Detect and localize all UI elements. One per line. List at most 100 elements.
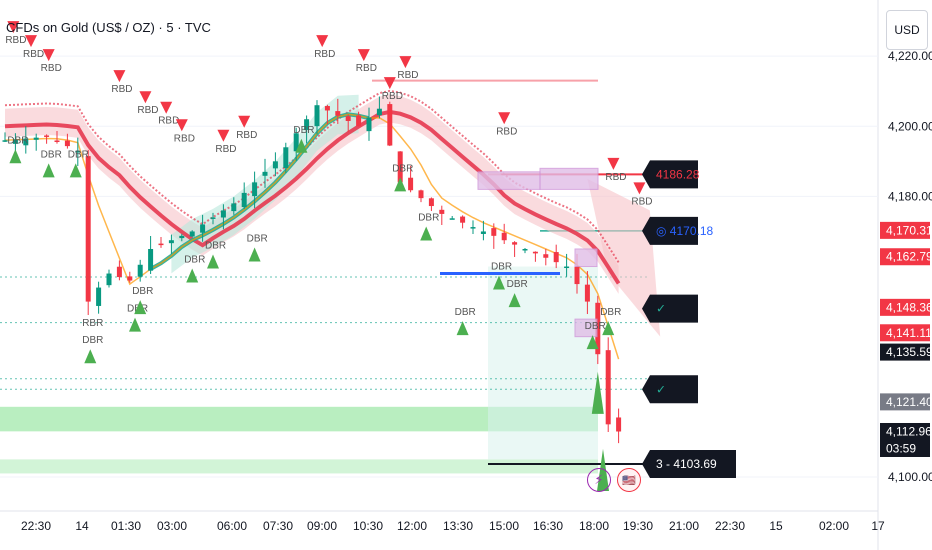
candle [376,96,382,119]
sell-triangle [217,129,230,142]
candle-body [2,140,8,142]
price-tick-label: 4,100.000 [888,470,932,484]
price-tag: 4,170.310 [880,221,932,239]
dbr-label: DBR [184,255,205,266]
candle [480,220,486,241]
buy-triangle [508,293,521,308]
candle-body [106,273,112,286]
candle [272,152,278,177]
rbd-label: RBD [314,49,335,60]
rbd-label: RBD [23,49,44,60]
candle-body [335,111,341,116]
candle [283,142,289,174]
candle [335,98,341,124]
candle-body [408,177,414,191]
candle-body [564,266,570,269]
rbd-label: RBD [215,144,236,155]
rbd-label: RBD [605,172,626,183]
rbd-label: RBD [382,91,403,102]
candle-body [387,104,393,146]
price-tick-label: 4,220.000 [888,49,932,63]
price-callout: ✓ [642,294,698,323]
rbd-label: RBD [397,70,418,81]
candle-body [553,252,559,263]
sell-triangle [238,115,251,128]
price-tick-label: 4,200.000 [888,119,932,133]
time-tick-label: 13:30 [443,519,473,533]
candle [293,127,299,161]
sell-triangle [316,35,329,48]
currency-button[interactable]: USD [886,10,928,50]
candle-body [470,227,476,229]
rbd-label: RBD [496,126,517,137]
dbr-label: DBR [600,307,621,318]
zone-box [477,171,541,190]
callout-box [642,450,736,479]
candle-body [491,228,497,236]
rbd-label: RBD [111,84,132,95]
us-flag-icon[interactable]: 🇺🇸 [617,468,641,492]
dbr-label: DBR [293,125,314,136]
candle-body [501,232,507,241]
buy-triangle [493,275,505,290]
dbr-label: DBR [68,149,89,160]
candle-body [210,217,216,219]
candle-body [252,182,258,197]
sell-triangle [7,21,20,34]
price-callout: 3 - 4103.69 [642,450,736,479]
candle-body [574,266,580,285]
buy-triangle [591,371,604,414]
dbr-label: DBR [455,307,476,318]
candle [501,223,507,244]
candle-body [460,216,466,223]
rbr-label: RBR [82,318,103,329]
sell-triangle [25,35,37,48]
candle [314,100,320,135]
callout-label: ✓ [656,382,666,396]
callout-label: ◎ 4170.18 [656,224,714,238]
price-tag-label: 4,162.79 [886,250,932,264]
rbd-label: RBD [137,105,158,116]
price-axis: 4,220.000 4,200.000 4,180.000 4,100.000 4,17… [880,49,932,484]
time-tick-label: 21:00 [669,519,699,533]
time-tick-label: 15 [769,519,783,533]
candle [168,234,174,254]
candle [304,115,310,144]
candle-body [148,248,154,271]
candle [595,295,601,365]
rbd-label: RBD [174,133,195,144]
buy-triangle [456,321,469,336]
candle-body [356,115,362,127]
candle [200,214,206,242]
candle-body [616,417,622,432]
candle-body [85,156,91,302]
buy-triangle [69,163,82,178]
candle [512,241,518,257]
candle [491,223,497,249]
time-tick-label: 01:30 [111,519,141,533]
price-tag: 4,112.960 03:59 [880,422,932,457]
time-tick-label: 02:00 [819,519,849,533]
candle [148,235,154,275]
time-tick-label: 22:30 [21,519,51,533]
time-tick-label: 19:30 [623,519,653,533]
signal-markers: RBDRBDRBDRBDRBDRBDRBDRBDRBDRBDRBDRBDRBDR… [5,21,653,491]
price-tag-label: 4,135.597 [886,345,932,359]
candle-body [512,242,518,245]
candle-body [376,108,382,116]
candle-body [137,264,143,277]
candle [470,220,476,234]
price-tag-label: 4,170.310 [886,223,932,237]
buy-triangle [84,349,97,364]
buy-triangle [134,300,147,315]
candle [189,230,195,238]
candle-body [200,224,206,233]
price-tag-label: 4,112.960 [886,424,932,438]
candle-body [116,266,122,278]
candle-body [283,147,289,168]
chart-title[interactable]: CFDs on Gold (US$ / OZ) · 5 · TVC [6,20,211,35]
lightning-icon[interactable]: ⚡ [587,468,611,492]
rbd-label: RBD [631,196,652,207]
candle [33,133,39,151]
